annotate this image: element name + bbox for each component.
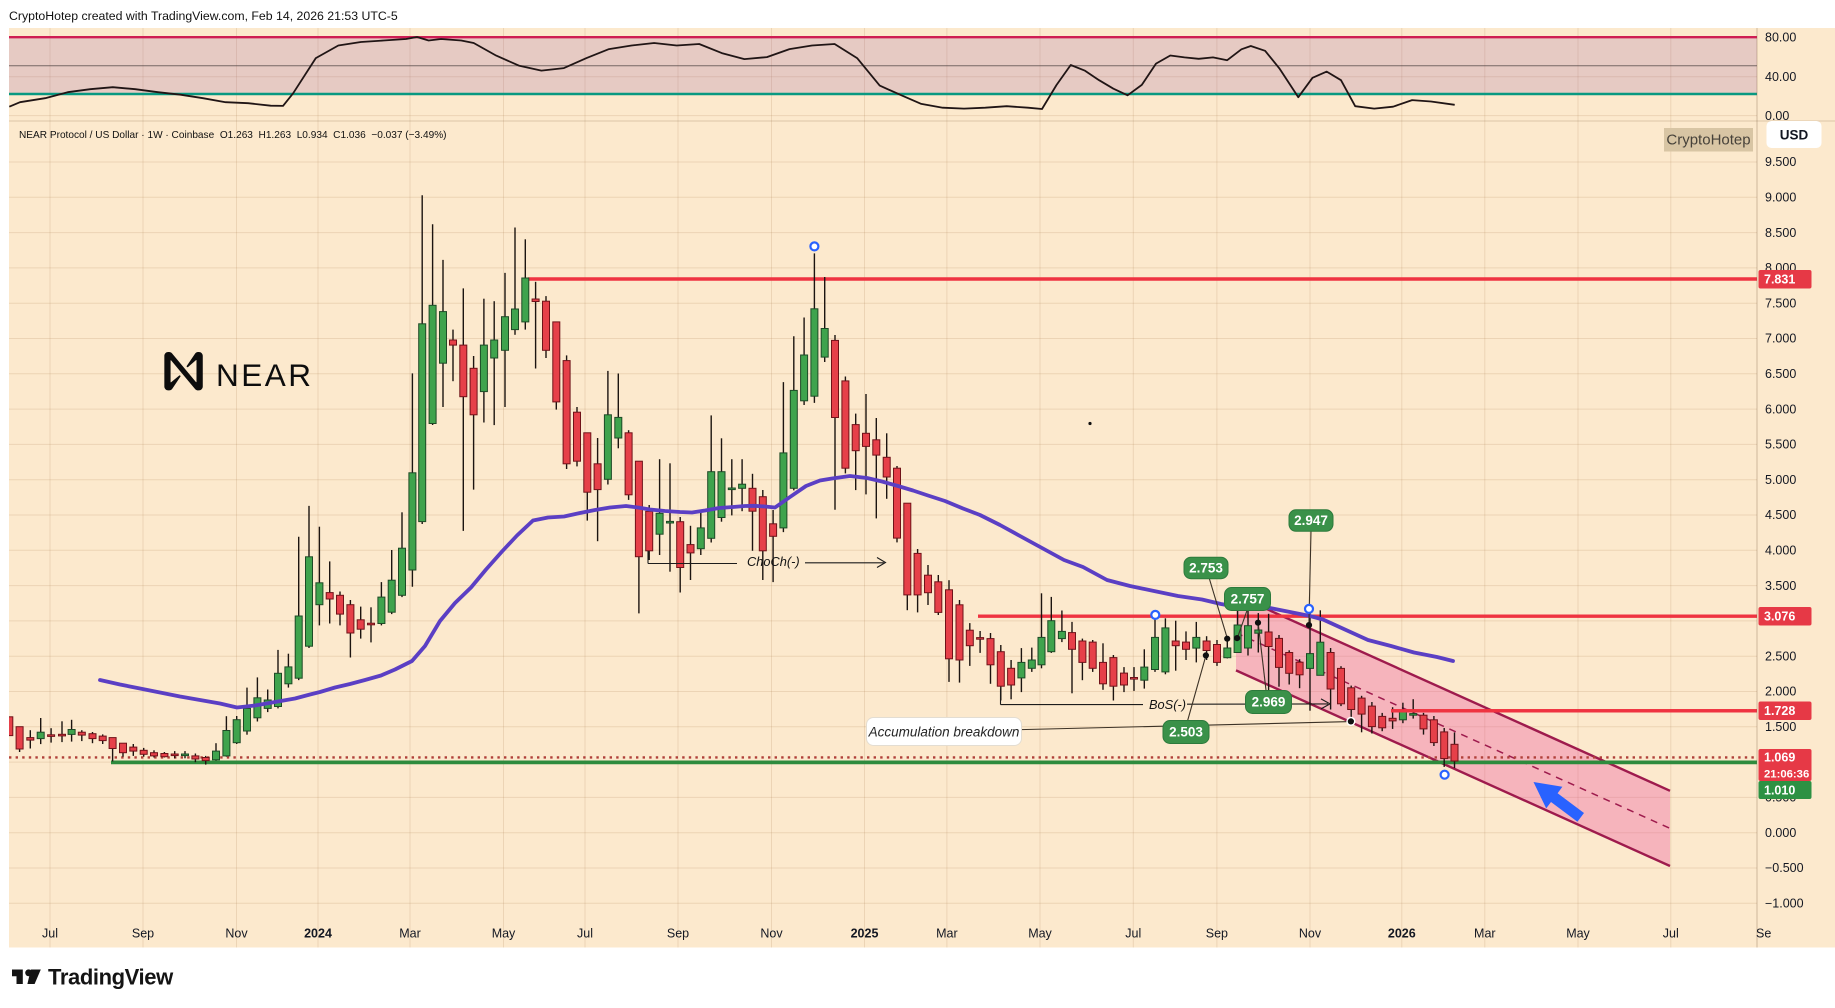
svg-text:−0.500: −0.500: [1765, 861, 1804, 875]
svg-text:5.500: 5.500: [1765, 438, 1796, 452]
svg-text:−1.000: −1.000: [1765, 897, 1804, 911]
svg-text:1.010: 1.010: [1764, 783, 1795, 797]
svg-text:2.000: 2.000: [1765, 685, 1796, 699]
svg-text:7.831: 7.831: [1764, 273, 1795, 287]
svg-text:BoS(-): BoS(-): [1149, 697, 1186, 712]
svg-text:Se: Se: [1756, 927, 1771, 941]
svg-text:May: May: [1028, 927, 1052, 941]
svg-text:CryptoHotep: CryptoHotep: [1666, 132, 1750, 149]
svg-text:Accumulation breakdown: Accumulation breakdown: [868, 725, 1020, 740]
svg-text:USD: USD: [1780, 128, 1809, 143]
svg-text:2.969: 2.969: [1252, 695, 1286, 710]
svg-text:9.500: 9.500: [1765, 155, 1796, 169]
svg-text:Mar: Mar: [1474, 927, 1496, 941]
svg-text:3.076: 3.076: [1764, 610, 1795, 624]
svg-text:8.500: 8.500: [1765, 226, 1796, 240]
svg-text:Nov: Nov: [1299, 927, 1322, 941]
svg-text:6.000: 6.000: [1765, 402, 1796, 416]
svg-text:1.500: 1.500: [1765, 720, 1796, 734]
svg-text:4.000: 4.000: [1765, 544, 1796, 558]
svg-text:May: May: [492, 927, 516, 941]
svg-text:Jul: Jul: [1663, 927, 1679, 941]
svg-text:2025: 2025: [851, 927, 879, 941]
svg-text:2.757: 2.757: [1231, 592, 1265, 607]
svg-text:9.000: 9.000: [1765, 191, 1796, 205]
svg-text:5.000: 5.000: [1765, 473, 1796, 487]
svg-text:2.753: 2.753: [1189, 561, 1223, 576]
svg-text:Nov: Nov: [760, 927, 783, 941]
svg-text:CryptoHotep created with Tradi: CryptoHotep created with TradingView.com…: [9, 9, 398, 23]
svg-text:Jul: Jul: [1125, 927, 1141, 941]
svg-text:0.00: 0.00: [1765, 109, 1789, 123]
svg-text:6.500: 6.500: [1765, 367, 1796, 381]
svg-text:7.000: 7.000: [1765, 332, 1796, 346]
svg-text:Mar: Mar: [936, 927, 958, 941]
svg-text:21:06:36: 21:06:36: [1764, 768, 1809, 780]
svg-text:May: May: [1566, 927, 1590, 941]
svg-text:TradingView: TradingView: [48, 965, 174, 990]
svg-text:2.947: 2.947: [1294, 513, 1328, 528]
svg-text:1.728: 1.728: [1764, 704, 1795, 718]
svg-text:NEAR: NEAR: [216, 357, 314, 393]
svg-text:Sep: Sep: [1206, 927, 1228, 941]
svg-text:40.00: 40.00: [1765, 70, 1796, 84]
svg-text:2024: 2024: [304, 927, 332, 941]
svg-text:Sep: Sep: [132, 927, 154, 941]
svg-text:Jul: Jul: [577, 927, 593, 941]
svg-text:4.500: 4.500: [1765, 508, 1796, 522]
svg-text:2.503: 2.503: [1169, 725, 1203, 740]
svg-text:Jul: Jul: [42, 927, 58, 941]
svg-text:NEAR Protocol / US Dollar · 1W: NEAR Protocol / US Dollar · 1W · Coinbas…: [19, 130, 447, 141]
svg-text:2026: 2026: [1388, 927, 1416, 941]
svg-text:Sep: Sep: [667, 927, 689, 941]
svg-text:3.500: 3.500: [1765, 579, 1796, 593]
svg-text:0.000: 0.000: [1765, 826, 1796, 840]
svg-text:Nov: Nov: [225, 927, 248, 941]
svg-text:ChoCh(-): ChoCh(-): [747, 554, 800, 569]
svg-text:7.500: 7.500: [1765, 296, 1796, 310]
svg-text:Mar: Mar: [399, 927, 421, 941]
svg-text:1.069: 1.069: [1764, 750, 1795, 764]
svg-text:2.500: 2.500: [1765, 649, 1796, 663]
svg-text:80.00: 80.00: [1765, 31, 1796, 45]
